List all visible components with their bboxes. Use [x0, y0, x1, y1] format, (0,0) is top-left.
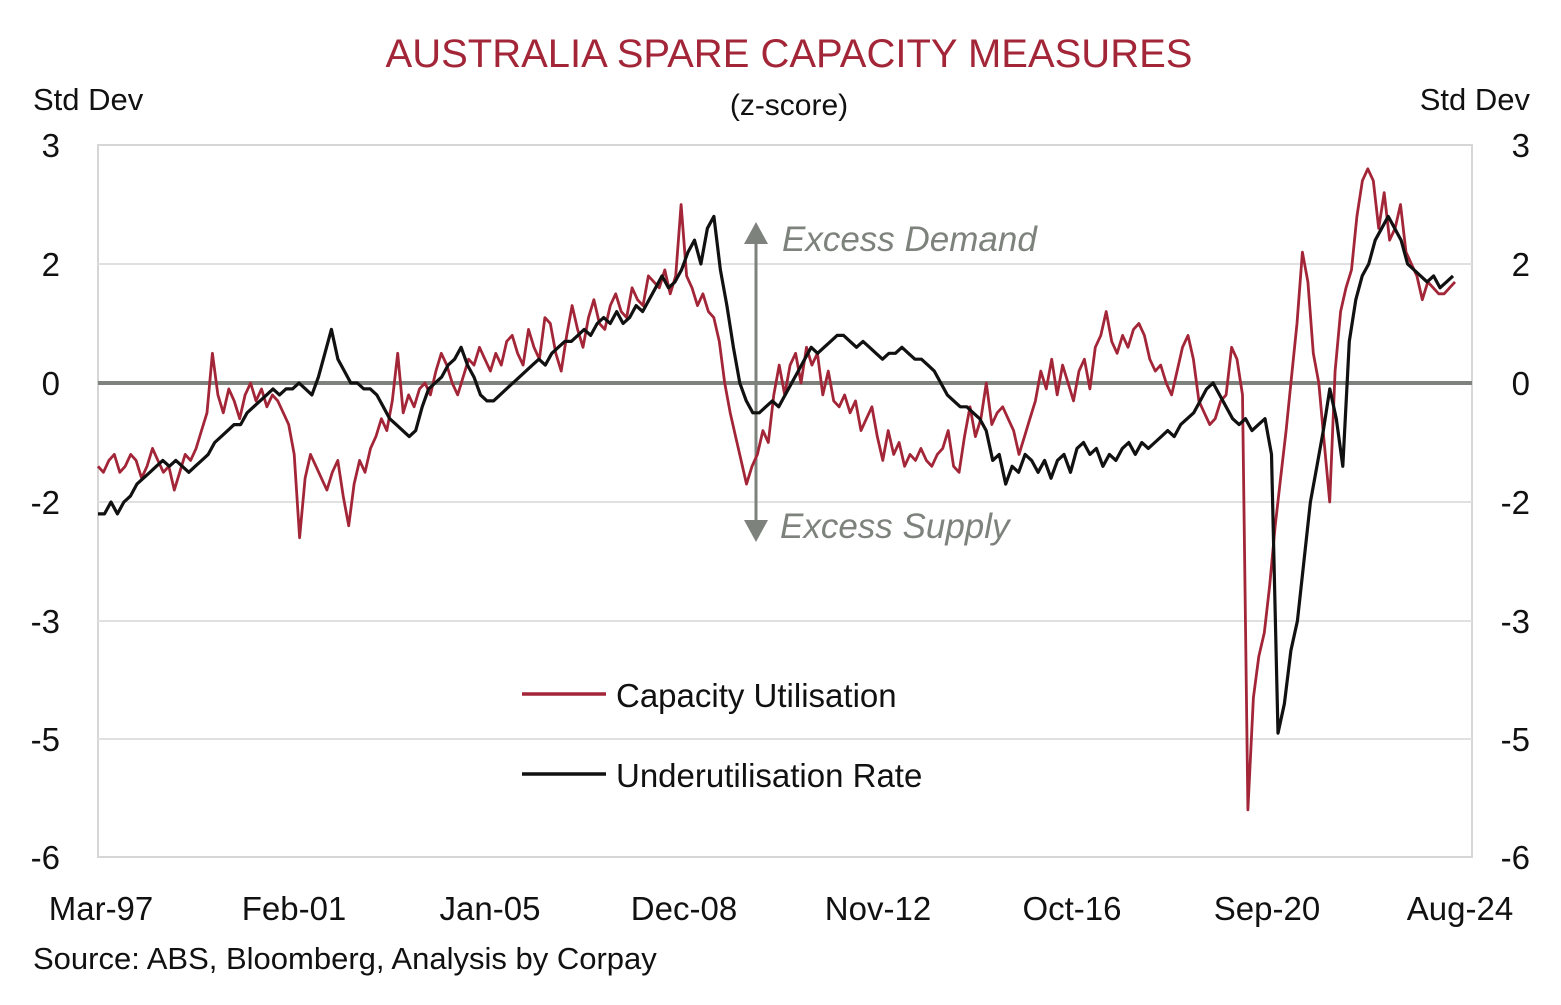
- y-tick-left: -2: [31, 484, 60, 521]
- y-tick-left: 0: [42, 365, 60, 402]
- series-line-underutilisation-rate: [98, 214, 1455, 735]
- y-tick-right: -6: [1501, 839, 1530, 876]
- y-tick-labels: 3 3 2 2 0 0 -2 -2 -3 -3 -5 -5 -6 -6: [31, 127, 1530, 876]
- y-tick-right: 0: [1512, 365, 1530, 402]
- chart-subtitle: (z-score): [730, 89, 848, 122]
- legend: Capacity Utilisation Underutilisation Ra…: [522, 677, 922, 794]
- arrow-down-head: [744, 520, 768, 542]
- y-tick-left: -3: [31, 603, 60, 640]
- x-tick-labels: Mar-97 Feb-01 Jan-05 Dec-08 Nov-12 Oct-16 Sep-…: [49, 890, 1513, 927]
- y-axis-left-label: Std Dev: [33, 82, 144, 117]
- series-line-capacity-utilisation: [96, 167, 1457, 812]
- source-note: Source: ABS, Bloomberg, Analysis by Corp…: [33, 941, 657, 976]
- y-tick-right: 2: [1512, 246, 1530, 283]
- y-axis-right-label: Std Dev: [1420, 82, 1531, 117]
- y-tick-right: 3: [1512, 127, 1530, 164]
- y-tick-left: 2: [42, 246, 60, 283]
- y-tick-right: -3: [1501, 603, 1530, 640]
- legend-label-capacity-utilisation: Capacity Utilisation: [616, 677, 897, 714]
- annotation-arrow: [744, 222, 768, 542]
- excess-supply-label: Excess Supply: [780, 507, 1012, 546]
- y-tick-left: 3: [42, 127, 60, 164]
- x-tick-label: Mar-97: [49, 890, 154, 927]
- x-tick-label: Aug-24: [1407, 890, 1513, 927]
- x-tick-label: Oct-16: [1022, 890, 1121, 927]
- x-tick-label: Dec-08: [631, 890, 737, 927]
- y-tick-right: -2: [1501, 484, 1530, 521]
- y-tick-left: -5: [31, 721, 60, 758]
- x-tick-label: Jan-05: [440, 890, 541, 927]
- arrow-up-head: [744, 222, 768, 244]
- x-tick-label: Sep-20: [1214, 890, 1320, 927]
- legend-label-underutilisation-rate: Underutilisation Rate: [616, 757, 922, 794]
- x-tick-label: Feb-01: [242, 890, 347, 927]
- x-tick-label: Nov-12: [825, 890, 931, 927]
- excess-demand-label: Excess Demand: [782, 220, 1038, 259]
- y-tick-right: -5: [1501, 721, 1530, 758]
- y-tick-left: -6: [31, 839, 60, 876]
- series-lines: [96, 167, 1457, 812]
- chart-title: AUSTRALIA SPARE CAPACITY MEASURES: [386, 32, 1193, 76]
